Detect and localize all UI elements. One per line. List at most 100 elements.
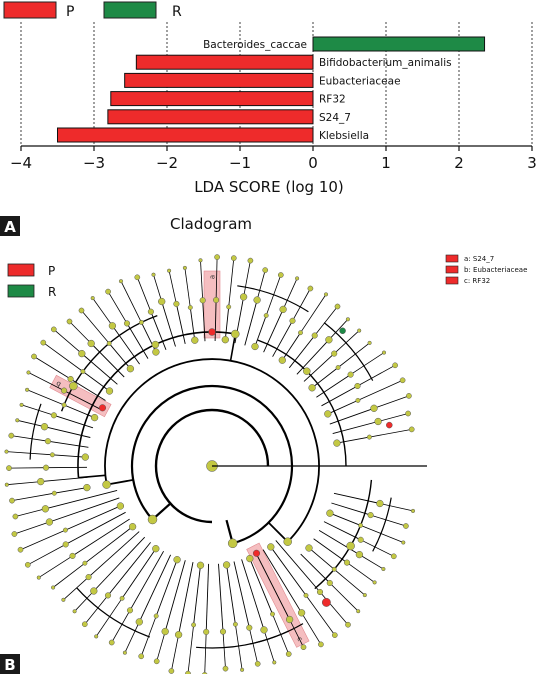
leaf-branch: [360, 525, 404, 543]
tree-node: [203, 628, 210, 635]
tree-node: [308, 384, 316, 392]
leaf-branch: [81, 353, 118, 385]
tree-node: [62, 527, 68, 533]
leaf-branch: [222, 631, 226, 669]
branch-arc: [372, 497, 392, 552]
tree-node: [66, 318, 73, 325]
cladogram-legend: P R: [7, 263, 56, 299]
tree-node: [105, 288, 111, 295]
tree-node: [316, 588, 324, 596]
tree-node: [326, 579, 333, 587]
tree-node: [152, 348, 160, 356]
tree-node: [270, 611, 275, 617]
leaf-branch: [323, 521, 361, 541]
tree-node: [279, 305, 287, 314]
leaf-branch: [65, 511, 126, 545]
tree-node: [90, 587, 98, 595]
leaf-branch: [88, 531, 140, 578]
clade-highlight-band: [246, 542, 310, 648]
leaf-branch: [265, 274, 282, 316]
tree-node: [126, 365, 135, 373]
leaf-branch: [255, 553, 291, 620]
leaf-branch: [70, 378, 106, 401]
clade-key-label: a: S24_7: [464, 255, 494, 263]
tree-node: [191, 622, 197, 628]
leaf-branch: [138, 554, 172, 623]
leaf-branch: [272, 320, 293, 357]
branch-arc: [130, 384, 294, 545]
tree-node: [82, 560, 88, 566]
tree-node: [283, 537, 292, 546]
tree-node: [239, 293, 248, 301]
leaf-branch: [244, 299, 258, 346]
tree-node: [87, 339, 95, 348]
tree-node: [408, 426, 415, 433]
bar-label: Bacteroides_caccae: [203, 39, 307, 51]
tree-node: [355, 550, 364, 559]
x-tick-label: 3: [527, 154, 537, 172]
leaf-branch: [280, 332, 301, 363]
x-tick-label: −4: [10, 154, 32, 172]
legend-swatch-p: [3, 1, 57, 19]
leaf-branch: [248, 627, 259, 664]
tree-node: [267, 543, 275, 551]
lda-bar-chart: P R Bacteroides_caccae Bifidobacterium_an…: [0, 1, 537, 236]
tree-node: [119, 595, 125, 601]
tree-node: [335, 365, 341, 370]
leaf-branch: [63, 576, 89, 601]
bar-rf32: [110, 91, 314, 107]
leaf-branch: [6, 451, 53, 456]
tree-node: [356, 609, 361, 614]
panel-letter-a: A: [4, 218, 16, 236]
leaf-branch: [82, 371, 112, 393]
tree-node: [44, 438, 51, 445]
leaf-branch: [204, 631, 207, 674]
leaf-branch: [26, 389, 65, 406]
tree-node: [251, 342, 259, 351]
leaf-branch: [184, 267, 191, 308]
leaf-branch: [120, 281, 142, 323]
tree-node: [298, 330, 303, 336]
leaf-branch: [140, 322, 158, 354]
tree-node: [331, 632, 338, 638]
tree-node: [334, 303, 341, 310]
tree-node: [138, 653, 145, 660]
tree-node: [406, 393, 412, 399]
tree-node: [83, 483, 91, 492]
tree-node: [108, 322, 117, 330]
tree-node: [318, 641, 324, 648]
leaf-branch: [21, 404, 55, 416]
branch-arc: [77, 331, 236, 478]
leaf-branch: [74, 590, 95, 612]
tree-node: [31, 353, 37, 360]
leaf-branch: [47, 440, 89, 448]
biomarker-node-a: [208, 328, 216, 336]
tree-node: [198, 258, 203, 263]
x-tick-label: 0: [308, 154, 318, 172]
leaf-branch: [136, 277, 152, 312]
tree-node: [390, 553, 397, 560]
legend-label-p: P: [66, 4, 74, 20]
tree-node: [151, 272, 156, 277]
leaf-branch: [28, 372, 65, 391]
tree-node: [289, 317, 296, 324]
tree-node: [214, 254, 220, 260]
branch-arc: [257, 339, 347, 467]
tree-node: [128, 523, 137, 531]
leaf-branch: [241, 559, 265, 631]
leaf-branch: [161, 301, 176, 347]
clade-highlights: a b c: [49, 270, 310, 648]
leaf-branch: [44, 426, 91, 438]
tree-node: [126, 607, 134, 614]
tree-node: [362, 593, 367, 598]
leaf-branch: [275, 540, 321, 593]
tree-node: [15, 418, 20, 423]
leaf-branch: [269, 545, 307, 596]
tree-node: [263, 313, 269, 318]
tree-node: [253, 296, 261, 304]
leaf-branch: [235, 624, 243, 670]
leaf-branch: [325, 399, 359, 416]
clade-highlight-band: [203, 270, 221, 339]
branch-arc: [154, 408, 270, 524]
tree-node: [78, 307, 85, 314]
